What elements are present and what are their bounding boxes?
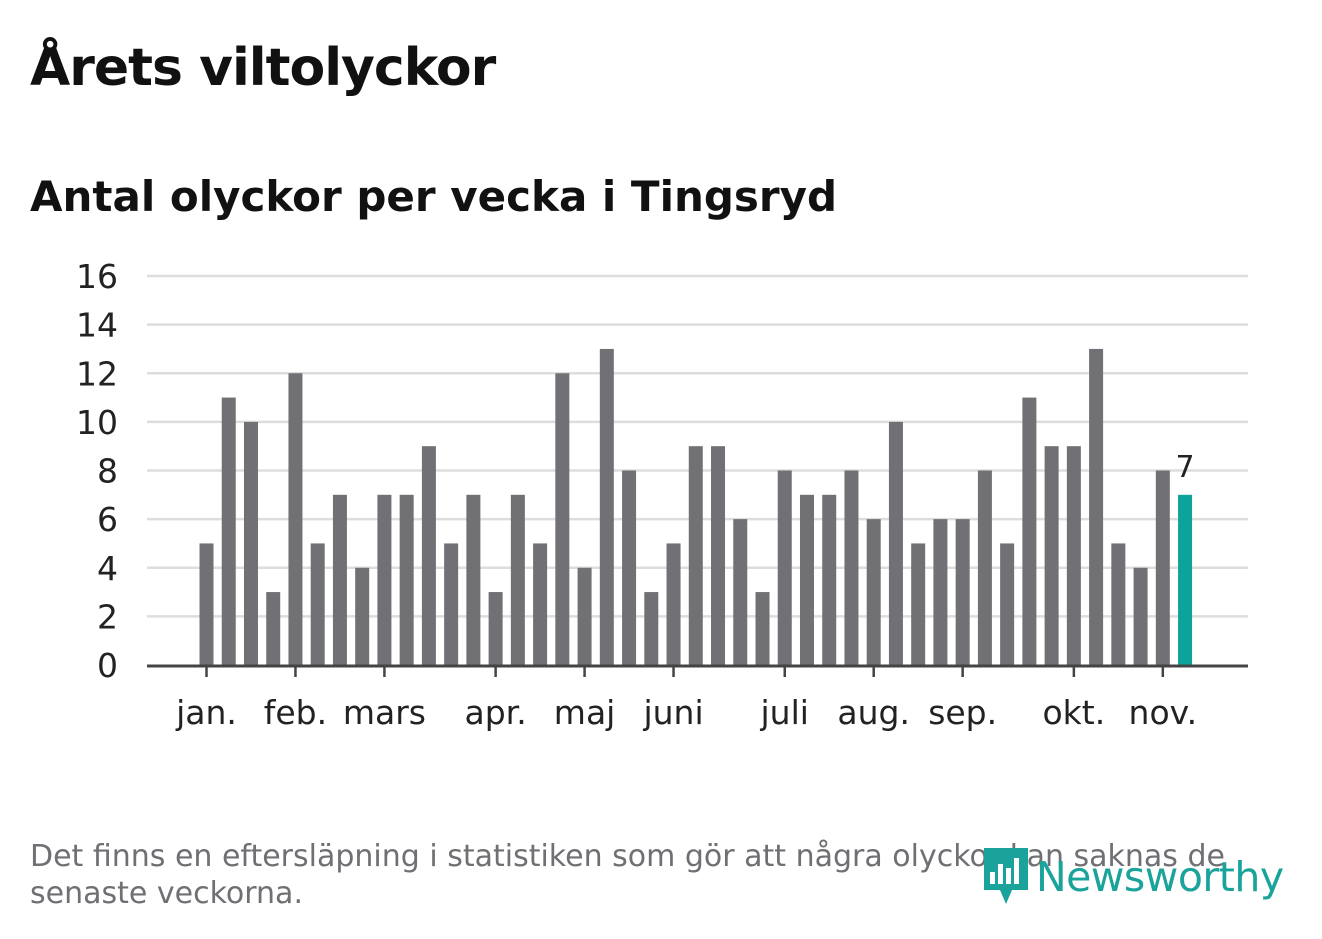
bar: [199, 543, 214, 665]
newsworthy-logo: Newsworthy: [982, 846, 1284, 908]
bar: [221, 397, 236, 665]
bar: [866, 519, 881, 665]
x-tick-label: mars: [343, 693, 426, 732]
x-tick-label: aug.: [837, 693, 910, 732]
bar: [266, 592, 281, 665]
bar: [666, 543, 681, 665]
bar: [577, 567, 592, 665]
bar: [1111, 543, 1126, 665]
bar: [533, 543, 548, 665]
y-axis-ticks: 0 2 4 6 8 10 12 14 16: [76, 257, 118, 685]
x-tick-label: feb.: [264, 693, 327, 732]
bar-highlight: [1178, 494, 1193, 665]
bar: [933, 519, 948, 665]
bar: [421, 446, 436, 665]
y-tick-label: 4: [97, 549, 118, 588]
bar: [444, 543, 459, 665]
bar: [488, 592, 503, 665]
x-tick-label: maj: [554, 693, 616, 732]
bar: [622, 470, 637, 665]
y-tick-label: 6: [97, 500, 118, 539]
x-tick-label: okt.: [1042, 693, 1105, 732]
bar: [1155, 470, 1170, 665]
bar: [911, 543, 926, 665]
bar: [977, 470, 992, 665]
y-tick-label: 16: [76, 257, 118, 296]
x-tick-label: sep.: [928, 693, 997, 732]
y-tick-label: 2: [97, 597, 118, 636]
bar: [599, 348, 614, 665]
bar: [1133, 567, 1148, 665]
bar: [466, 494, 481, 665]
bar: [555, 373, 570, 665]
data-label: 7: [1176, 450, 1195, 485]
bar: [711, 446, 726, 665]
bar: [1022, 397, 1037, 665]
bar: [755, 592, 770, 665]
bar: [355, 567, 370, 665]
bar: [888, 421, 903, 665]
bar: [399, 494, 414, 665]
bar: [310, 543, 325, 665]
y-tick-label: 8: [97, 452, 118, 491]
bar: [644, 592, 659, 665]
annotations: 7: [1176, 450, 1195, 485]
bar: [243, 421, 258, 665]
bar: [1089, 348, 1104, 665]
x-tick-label: apr.: [465, 693, 527, 732]
bar: [844, 470, 859, 665]
bar: [377, 494, 392, 665]
bar: [955, 519, 970, 665]
y-tick-label: 14: [76, 306, 118, 345]
bar: [510, 494, 525, 665]
y-tick-label: 10: [76, 403, 118, 442]
bar: [1000, 543, 1015, 665]
bar: [688, 446, 703, 665]
x-axis: jan. feb. mars apr. maj juni juli aug. sep. okt. n…: [147, 664, 1248, 732]
bar: [1066, 446, 1081, 665]
y-tick-label: 0: [97, 646, 118, 685]
x-tick-label: nov.: [1129, 693, 1198, 732]
bar: [733, 519, 748, 665]
bar: [799, 494, 814, 665]
newsworthy-chart-icon: [984, 848, 1028, 904]
x-tick-label: juli: [760, 693, 809, 732]
bars: [199, 348, 1193, 665]
bar: [822, 494, 837, 665]
bar: [1044, 446, 1059, 665]
bar: [288, 373, 303, 665]
bar: [332, 494, 347, 665]
brand-name: Newsworthy: [1036, 853, 1284, 901]
bar: [777, 470, 792, 665]
chart-title: Årets viltolyckor: [30, 38, 496, 98]
x-tick-label: jan.: [175, 693, 237, 732]
chart-subtitle: Antal olyckor per vecka i Tingsryd: [30, 172, 838, 221]
x-tick-label: juni: [642, 693, 703, 732]
y-tick-label: 12: [76, 354, 118, 393]
